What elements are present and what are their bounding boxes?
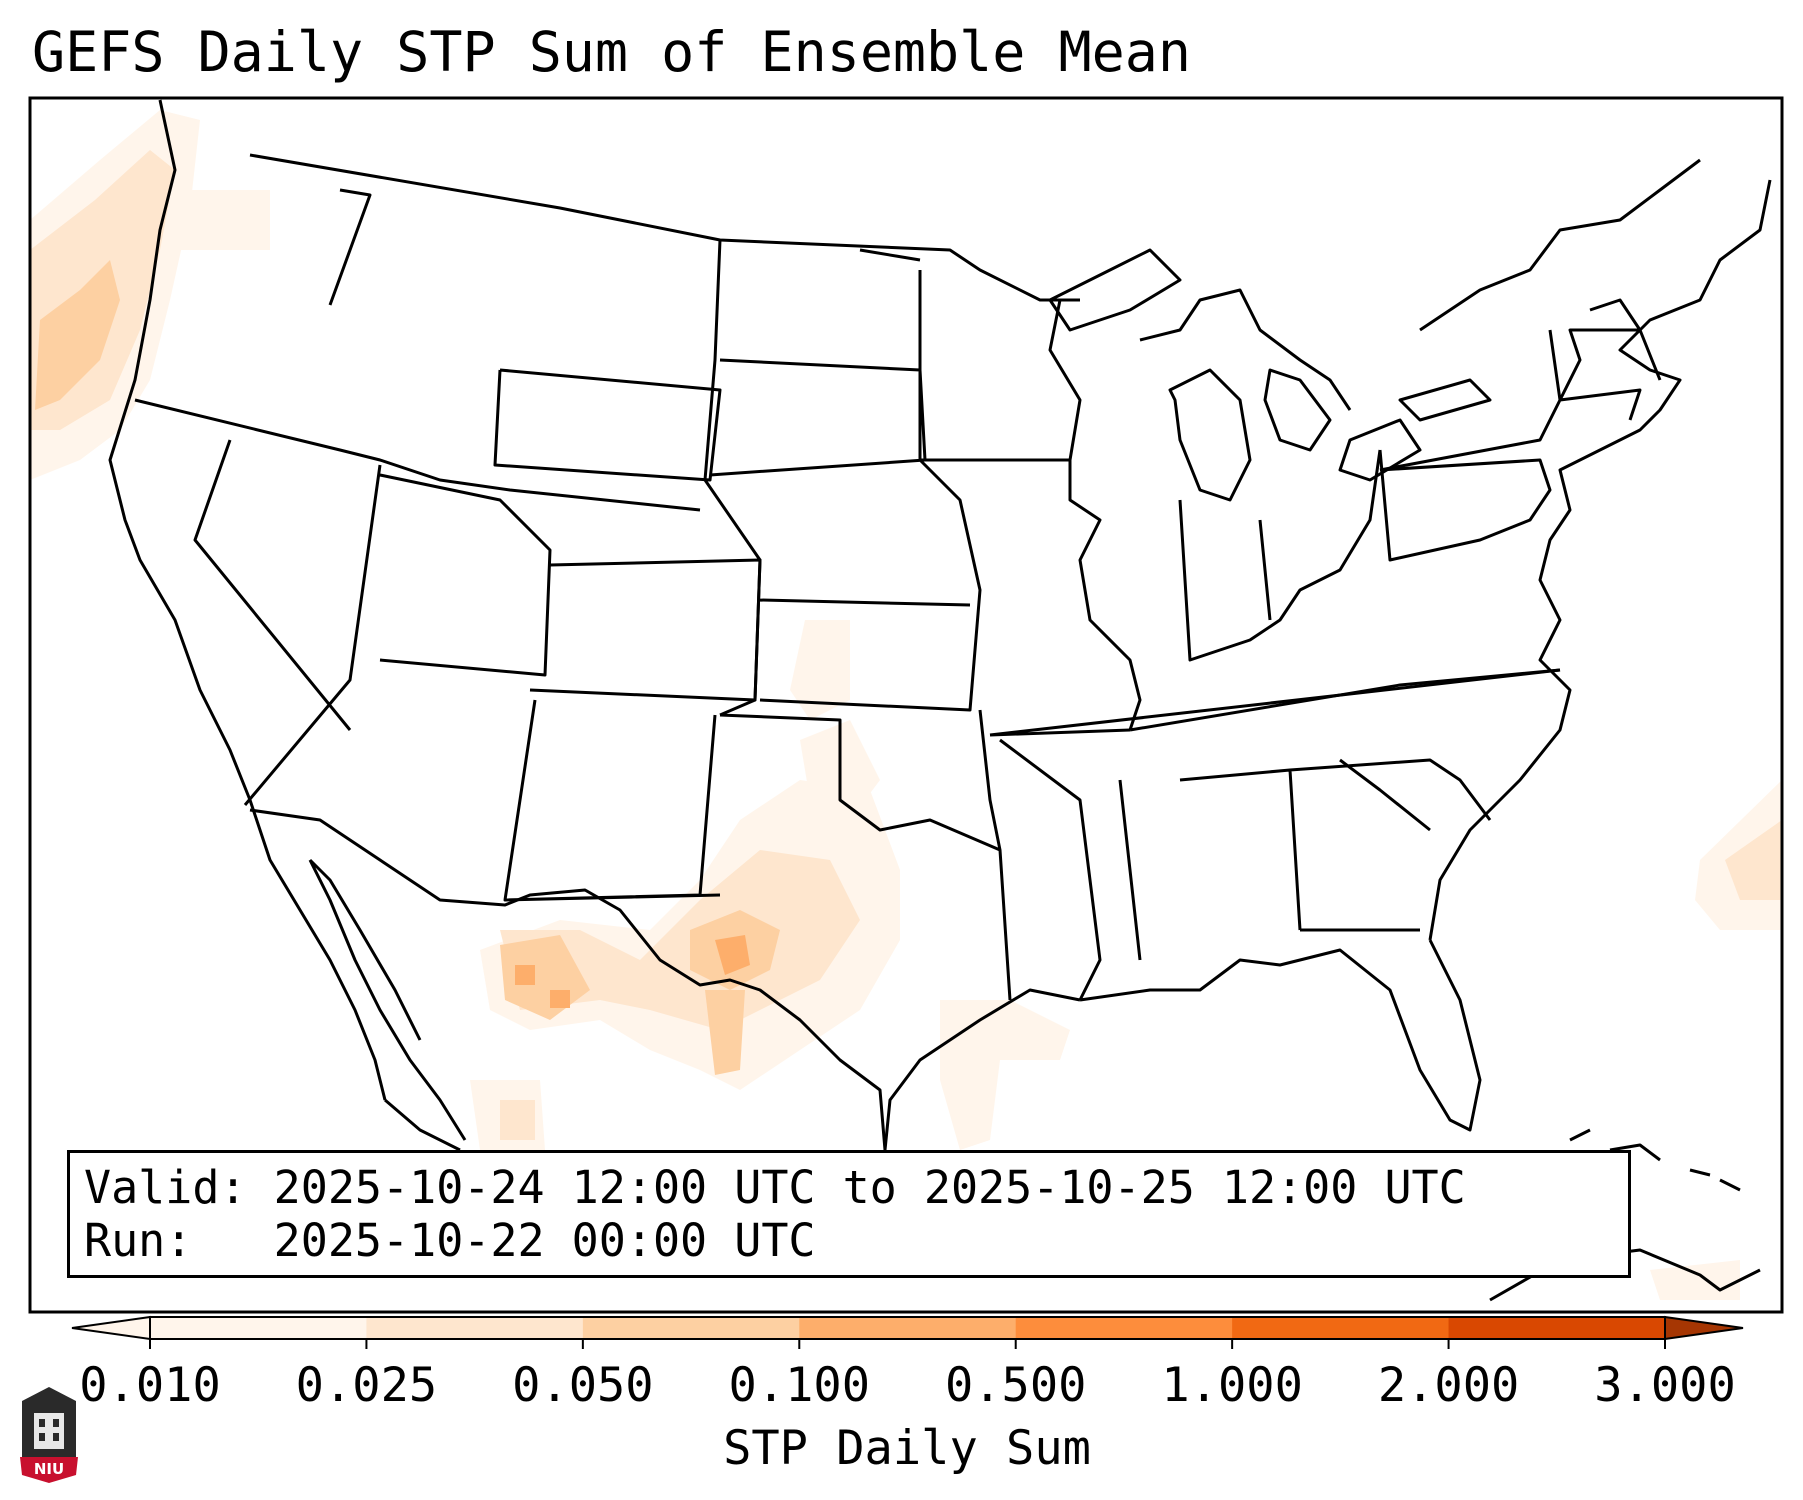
colorbar-tick-label: 0.500 [944,1358,1087,1413]
state-lines-plains [703,239,1012,1001]
stp-shading [30,110,1782,1300]
baja-peninsula [308,858,467,1141]
map-frame [28,96,1784,1314]
colorbar-segment-1.000 [1232,1317,1450,1339]
colorbar-tick-label: 0.100 [728,1358,871,1413]
atlantic-coastline [1428,179,1772,941]
colorbar-segment-0.050 [582,1317,800,1339]
great-lakes [1048,248,1492,502]
shade-atlantic [1650,780,1782,1300]
valid-line: Valid: 2025-10-24 12:00 UTC to 2025-10-2… [84,1161,1614,1214]
colorbar-segment-0.010 [150,1317,367,1339]
state-lines-northeast [1379,298,1662,472]
logo-text: NIU [34,1460,64,1478]
logo-band [20,1457,78,1483]
canada-border [249,153,1701,332]
colorbar-extend-low [71,1315,151,1341]
map-linework [108,99,1772,1302]
shade-pacific-northwest [30,110,270,480]
niu-logo: NIU [20,1387,78,1483]
gulf-coastline [883,939,1482,1151]
colorbar [71,1315,1744,1349]
colorbar-label: STP Daily Sum [723,1421,1091,1476]
colorbar-segment-0.100 [799,1317,1017,1339]
colorbar-segment-0.500 [1015,1317,1233,1339]
run-label: Run: [84,1214,193,1267]
mexico-pacific-coast [384,1098,461,1152]
shade-western-gulf [940,1000,1070,1150]
colorbar-tick-label: 0.010 [79,1358,221,1413]
valid-label: Valid: [84,1161,247,1214]
pacific-coastline [108,99,387,1101]
colorbar-tick-label: 1.000 [1161,1358,1303,1413]
run-line: Run: 2025-10-22 00:00 UTC [84,1214,1614,1267]
valid-run-info-box: Valid: 2025-10-24 12:00 UTC to 2025-10-2… [67,1150,1631,1278]
state-lines-southeast [989,668,1561,1001]
colorbar-tick-label: 3.000 [1594,1358,1736,1413]
run-value: 2025-10-22 00:00 UTC [273,1214,816,1267]
colorbar-extend-high [1664,1315,1744,1341]
state-lines-midwest [920,299,1561,732]
map-background [30,98,1782,1312]
colorbar-tick-label: 0.050 [512,1358,654,1413]
colorbar-outline [149,1316,1666,1340]
shade-texas-mexico [470,620,900,1150]
colorbar-tick-label: 0.025 [295,1358,438,1413]
colorbar-segment-0.025 [366,1317,584,1339]
colorbar-segment-2.000 [1448,1317,1666,1339]
chart-title: GEFS Daily STP Sum of Ensemble Mean [32,20,1191,84]
logo-building [34,1413,64,1449]
caribbean-islands [1489,1128,1761,1302]
colorbar-tick-label: 2.000 [1377,1358,1520,1413]
valid-value: 2025-10-24 12:00 UTC to 2025-10-25 12:00… [273,1161,1466,1214]
us-mexico-border [249,808,887,1151]
